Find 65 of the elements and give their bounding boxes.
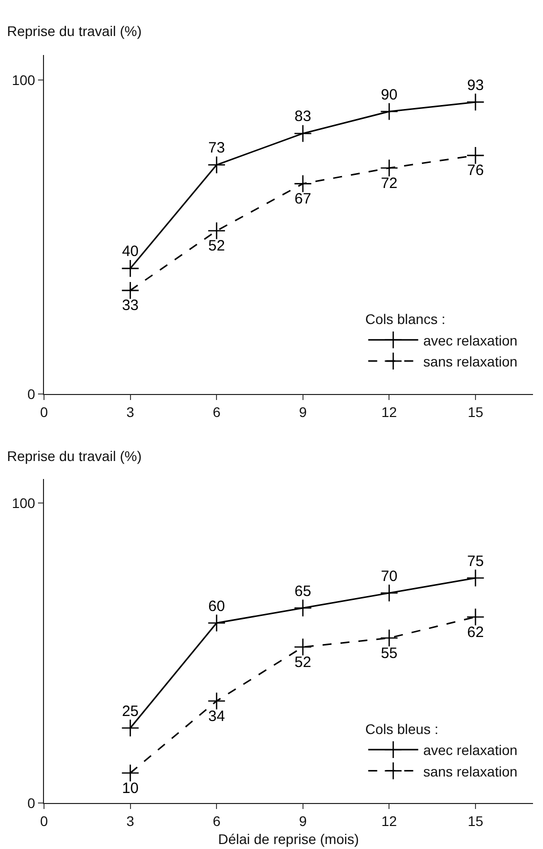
- point: [294, 598, 312, 618]
- point: [121, 718, 140, 738]
- point: [121, 281, 140, 300]
- x-tick-label: 3: [126, 404, 134, 420]
- data-label: 90: [380, 86, 398, 104]
- point: [121, 259, 140, 278]
- y-axis-title: Reprise du travail (%): [7, 448, 142, 464]
- y-tick-label: 0: [27, 794, 36, 811]
- x-tick-label: 9: [298, 404, 307, 420]
- data-label: 75: [467, 552, 484, 570]
- data-label: 52: [208, 238, 225, 255]
- point: [380, 584, 398, 602]
- y-tick-label: 100: [12, 72, 36, 88]
- y-tick-label: 0: [27, 386, 36, 402]
- data-label: 93: [467, 76, 484, 94]
- x-tick-label: 0: [40, 812, 48, 829]
- data-label: 33: [122, 297, 139, 314]
- y-axis-title: Reprise du travail (%): [7, 23, 142, 39]
- x-tick-label: 0: [40, 404, 48, 420]
- data-label: 10: [122, 780, 139, 797]
- x-tick-label: 3: [126, 812, 134, 829]
- x-axis-title: Délai de reprise (mois): [218, 831, 359, 848]
- legend-label: sans relaxation: [423, 354, 518, 370]
- point: [294, 124, 312, 143]
- x-tick-label: 9: [298, 812, 307, 829]
- point: [294, 174, 312, 193]
- data-label: 55: [380, 644, 398, 662]
- data-label: 83: [294, 108, 312, 126]
- x-tick-label: 12: [381, 812, 398, 829]
- point: [208, 692, 226, 710]
- point: [208, 614, 226, 632]
- x-tick-label: 6: [212, 812, 221, 829]
- data-label: 72: [380, 174, 398, 192]
- point: [466, 93, 485, 112]
- point: [466, 608, 485, 626]
- point: [294, 638, 312, 656]
- legend-title: Cols blancs :: [365, 311, 446, 328]
- y-tick-label: 100: [12, 494, 36, 511]
- point: [380, 628, 398, 648]
- legend-label: sans relaxation: [423, 763, 518, 780]
- data-label: 62: [467, 624, 484, 641]
- x-tick-label: 12: [381, 404, 398, 420]
- legend-label: avec relaxation: [423, 332, 518, 348]
- point: [208, 222, 226, 240]
- point: [466, 568, 485, 588]
- data-label: 70: [380, 568, 398, 585]
- x-tick-label: 15: [468, 812, 484, 829]
- x-tick-label: 15: [468, 404, 484, 420]
- point: [208, 156, 226, 174]
- point: [466, 146, 485, 164]
- data-label: 73: [208, 140, 225, 157]
- data-label: 60: [208, 598, 225, 615]
- point: [121, 764, 140, 782]
- data-label: 65: [294, 582, 312, 600]
- legend-title: Cols bleus :: [365, 721, 438, 737]
- data-label: 76: [467, 162, 484, 180]
- data-label: 34: [208, 708, 225, 725]
- point: [380, 158, 398, 178]
- data-label: 67: [294, 190, 312, 208]
- x-tick-label: 6: [212, 404, 221, 420]
- legend-label: avec relaxation: [423, 742, 518, 758]
- data-label: 40: [122, 243, 139, 260]
- data-label: 25: [122, 702, 139, 720]
- data-label: 52: [294, 654, 312, 671]
- point: [380, 102, 398, 121]
